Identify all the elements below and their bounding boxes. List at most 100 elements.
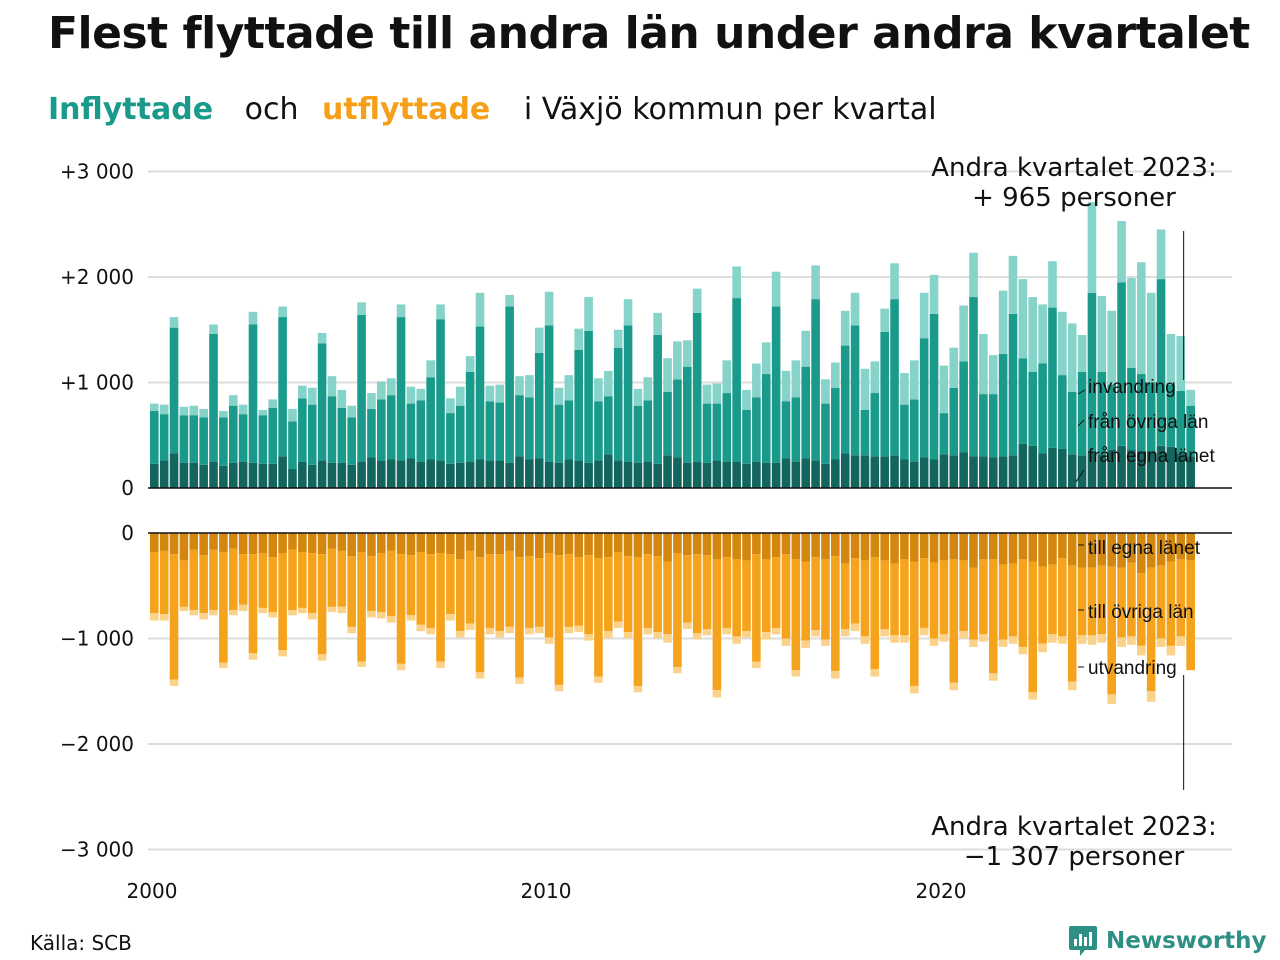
bar-out-segment xyxy=(317,554,327,655)
bar-out-segment xyxy=(307,553,317,614)
bar-in-segment xyxy=(179,415,189,463)
x-tick-label: 2000 xyxy=(127,879,178,903)
bar-out-segment xyxy=(821,639,830,646)
bar-out-segment xyxy=(742,631,751,638)
bar-out-segment xyxy=(495,631,505,638)
bar-in-segment xyxy=(949,455,959,488)
bar-in-segment xyxy=(623,461,633,489)
bar-in-segment xyxy=(604,454,613,488)
bar-in-segment xyxy=(988,355,998,395)
bar-out-segment xyxy=(278,650,287,657)
bar-in-segment xyxy=(722,393,732,462)
bar-in-segment xyxy=(337,407,347,463)
bar-out-segment xyxy=(327,533,337,549)
bar-out-segment xyxy=(485,554,495,628)
bar-out-segment xyxy=(791,533,801,560)
bar-in-segment xyxy=(752,397,761,462)
bar-in-segment xyxy=(209,461,218,489)
bar-in-segment xyxy=(1038,304,1047,364)
bar-out-segment xyxy=(1048,634,1057,643)
y-tick-label: −3 000 xyxy=(60,838,134,862)
bar-out-segment xyxy=(426,533,435,555)
bar-out-segment xyxy=(159,550,169,615)
bar-out-segment xyxy=(1137,645,1146,656)
bar-out-segment xyxy=(673,666,682,674)
bar-out-segment xyxy=(771,557,781,628)
bar-out-segment xyxy=(228,533,238,549)
bar-in-segment xyxy=(890,263,899,300)
bar-in-segment xyxy=(396,304,406,318)
brand-logo[interactable]: Newsworthy xyxy=(1068,924,1267,958)
bar-out-segment xyxy=(890,533,899,564)
bar-in-segment xyxy=(347,464,356,488)
bar-in-segment xyxy=(1097,454,1107,488)
bar-out-segment xyxy=(159,614,169,621)
bar-out-segment xyxy=(850,533,860,559)
bar-out-segment xyxy=(377,612,386,619)
bar-out-segment xyxy=(1087,567,1097,636)
bar-out-segment xyxy=(988,673,998,681)
bar-in-segment xyxy=(752,461,761,489)
bar-in-segment xyxy=(1176,390,1186,454)
bar-in-segment xyxy=(643,400,653,462)
bar-out-segment xyxy=(860,636,870,644)
bar-in-segment xyxy=(288,408,297,422)
bar-out-segment xyxy=(1097,533,1107,566)
bar-in-segment xyxy=(840,345,850,454)
bar-out-segment xyxy=(1048,564,1057,635)
bar-out-segment xyxy=(1058,636,1067,644)
bar-out-segment xyxy=(1058,533,1067,559)
bar-out-segment xyxy=(347,556,356,627)
bar-in-segment xyxy=(347,405,356,418)
bar-in-segment xyxy=(1048,261,1057,308)
bar-in-segment xyxy=(752,363,761,398)
bar-out-segment xyxy=(722,557,732,628)
x-tick-labels: 2000 2010 2020 xyxy=(127,879,967,903)
bars-utflyttade xyxy=(150,533,1195,704)
bar-out-segment xyxy=(288,549,297,611)
bar-in-segment xyxy=(386,378,396,396)
bar-out-segment xyxy=(1097,565,1107,635)
bar-out-segment xyxy=(1008,636,1018,644)
bar-out-segment xyxy=(1166,533,1176,562)
bar-out-segment xyxy=(515,677,524,684)
bar-in-segment xyxy=(377,381,386,400)
bar-in-segment xyxy=(426,360,435,378)
bar-in-segment xyxy=(159,460,169,488)
bar-out-segment xyxy=(199,613,208,620)
bar-in-segment xyxy=(673,457,682,488)
bar-in-segment xyxy=(475,326,485,460)
source-note: Källa: SCB xyxy=(30,931,132,955)
bar-out-segment xyxy=(594,533,603,559)
bar-in-segment xyxy=(1166,333,1176,385)
bar-out-segment xyxy=(485,627,495,635)
bar-in-segment xyxy=(919,338,929,458)
bar-out-segment xyxy=(307,533,317,554)
bar-out-segment xyxy=(248,554,258,654)
bar-in-segment xyxy=(643,377,653,401)
segment-label-in: invandring xyxy=(1088,377,1176,398)
bar-out-segment xyxy=(643,533,653,555)
bar-out-segment xyxy=(150,533,159,552)
bar-out-segment xyxy=(475,533,485,558)
bar-out-segment xyxy=(831,671,840,679)
bar-in-segment xyxy=(268,407,278,464)
bar-out-segment xyxy=(663,634,672,643)
bar-in-segment xyxy=(307,404,317,465)
bar-in-segment xyxy=(554,462,564,488)
bar-in-segment xyxy=(574,328,584,350)
bar-out-segment xyxy=(919,627,929,636)
bar-in-segment xyxy=(712,460,722,488)
bar-out-segment xyxy=(811,557,820,631)
bar-in-segment xyxy=(258,409,268,416)
bar-in-segment xyxy=(426,459,435,488)
bar-in-segment xyxy=(692,312,702,462)
bar-out-segment xyxy=(929,533,939,563)
x-tick-label: 2010 xyxy=(521,879,572,903)
bar-in-segment xyxy=(791,461,801,489)
bar-out-segment xyxy=(880,533,889,561)
bar-in-segment xyxy=(169,317,179,328)
bar-in-segment xyxy=(209,324,218,334)
bar-in-segment xyxy=(525,459,534,488)
bar-in-segment xyxy=(1028,371,1038,446)
